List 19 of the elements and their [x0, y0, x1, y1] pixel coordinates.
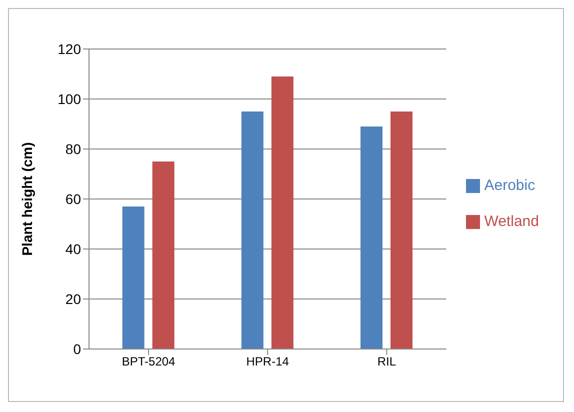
- y-tick-label: 80: [65, 140, 82, 157]
- bar: [271, 76, 294, 349]
- y-tick-label: 100: [58, 90, 82, 107]
- bar: [360, 126, 382, 349]
- x-tick-label: BPT-5204: [122, 354, 176, 369]
- y-tick-label: 20: [65, 290, 82, 307]
- bar: [241, 112, 264, 349]
- legend-label: Aerobic: [484, 177, 536, 194]
- x-tick-label: HPR-14: [246, 354, 290, 369]
- y-tick-label: 0: [73, 340, 82, 357]
- y-axis-title: Plant height (cm): [18, 142, 35, 256]
- y-tick-label: 60: [65, 190, 82, 207]
- bar: [122, 206, 144, 349]
- legend-label: Wetland: [484, 213, 539, 230]
- y-tick-label: 120: [58, 40, 82, 57]
- bar: [152, 162, 174, 349]
- y-tick-label: 40: [65, 240, 82, 257]
- bar: [390, 112, 412, 349]
- x-tick-label: RIL: [377, 354, 396, 369]
